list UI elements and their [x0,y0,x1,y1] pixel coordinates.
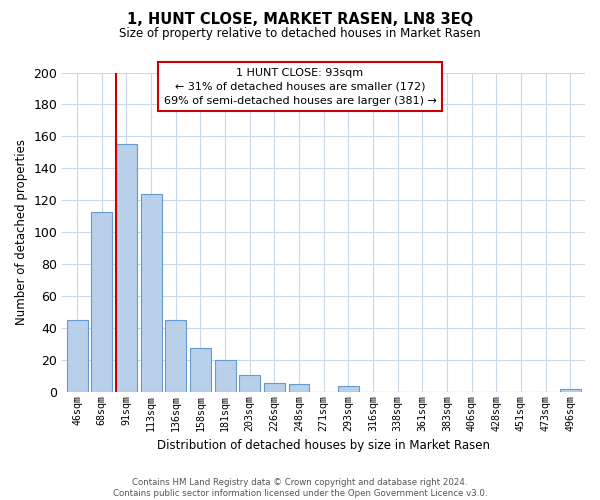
Text: Size of property relative to detached houses in Market Rasen: Size of property relative to detached ho… [119,28,481,40]
Bar [165,320,186,392]
Bar [140,194,161,392]
Bar [190,348,211,393]
Bar [289,384,310,392]
Bar [215,360,236,392]
Bar [264,383,285,392]
Bar [338,386,359,392]
Bar [67,320,88,392]
Text: Contains HM Land Registry data © Crown copyright and database right 2024.
Contai: Contains HM Land Registry data © Crown c… [113,478,487,498]
Bar [91,212,112,392]
X-axis label: Distribution of detached houses by size in Market Rasen: Distribution of detached houses by size … [157,440,490,452]
Text: 1 HUNT CLOSE: 93sqm
← 31% of detached houses are smaller (172)
69% of semi-detac: 1 HUNT CLOSE: 93sqm ← 31% of detached ho… [164,68,436,106]
Y-axis label: Number of detached properties: Number of detached properties [15,140,28,326]
Bar [560,389,581,392]
Text: 1, HUNT CLOSE, MARKET RASEN, LN8 3EQ: 1, HUNT CLOSE, MARKET RASEN, LN8 3EQ [127,12,473,28]
Bar [239,375,260,392]
Bar [116,144,137,392]
